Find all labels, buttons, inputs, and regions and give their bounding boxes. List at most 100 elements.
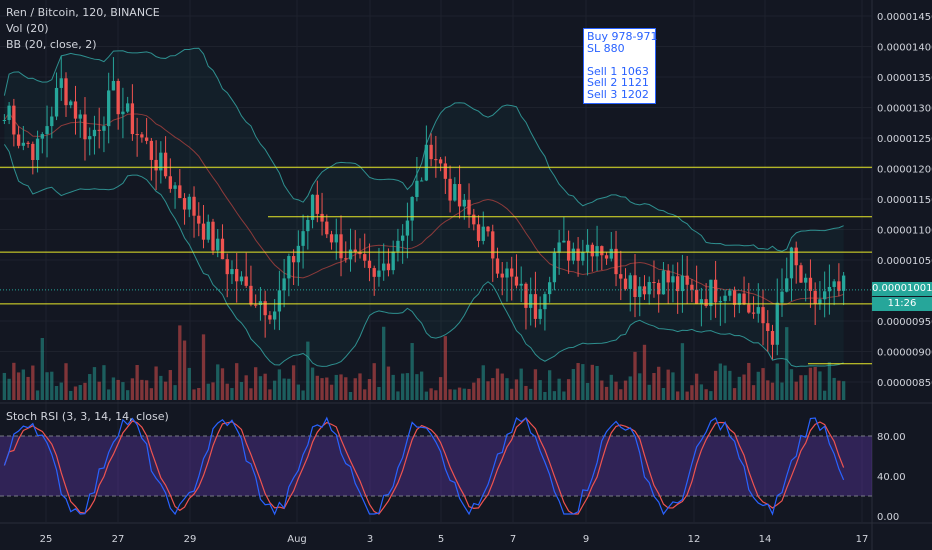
volume-bar	[377, 386, 381, 400]
horizontal-levels	[0, 166, 872, 365]
candle-body	[780, 291, 784, 303]
volume-bar	[751, 385, 756, 400]
volume-bar	[500, 373, 504, 400]
candle-body	[168, 176, 172, 189]
candle-body	[562, 240, 566, 243]
volume-bar	[552, 391, 557, 400]
volume-bar	[614, 381, 618, 400]
candle-body	[296, 245, 301, 263]
candle-body	[159, 152, 163, 171]
volume-bar	[83, 382, 87, 400]
volume-bar	[676, 391, 680, 400]
stoch-band	[0, 436, 872, 496]
candle-body	[775, 302, 779, 345]
volume-bar	[766, 380, 770, 400]
volume-bar	[249, 388, 253, 400]
candle-body	[723, 295, 727, 302]
candle-body	[619, 274, 623, 279]
volume-bar	[135, 364, 139, 400]
candle-body	[566, 240, 571, 261]
note-line: Buy 978-971	[587, 30, 658, 43]
candle-body	[813, 290, 817, 304]
volume-bar	[619, 389, 623, 400]
candle-body	[585, 244, 590, 253]
candle-body	[225, 259, 229, 275]
volume-bar	[405, 373, 410, 400]
bollinger-bands	[3, 47, 844, 368]
candle-body	[73, 101, 78, 119]
bollinger-basis	[3, 111, 844, 306]
candle-body	[633, 275, 637, 298]
candle-body	[7, 105, 11, 120]
volume-bar	[116, 379, 120, 400]
volume-bar	[823, 390, 827, 400]
volume-bar	[26, 376, 30, 400]
candle-body	[756, 307, 760, 314]
volume-bar	[277, 369, 282, 400]
bollinger-fill	[4, 48, 844, 367]
time-tick-label: 14	[759, 534, 772, 545]
volume-bar	[140, 379, 144, 400]
volume-bar	[211, 382, 215, 400]
volume-bar	[69, 390, 73, 400]
volume-bar	[728, 370, 732, 400]
volume-bar	[339, 374, 343, 400]
candle-body	[220, 238, 225, 260]
candle-body	[467, 199, 471, 215]
volume-bar	[187, 367, 191, 400]
candle-body	[282, 278, 286, 291]
volume-bar	[415, 374, 419, 400]
last-price-tag: 0.00001001	[872, 282, 932, 296]
volume-bar	[45, 372, 49, 400]
candle-body	[50, 116, 54, 127]
trade-plan-note[interactable]: Buy 978-971 SL 880 Sell 1 1063 Sell 2 11…	[583, 28, 658, 104]
volume-bar	[344, 377, 348, 400]
candle-body	[443, 163, 447, 179]
candle-body	[268, 315, 272, 320]
time-tick-label: 7	[510, 534, 516, 545]
candle-body	[310, 194, 315, 220]
candle-body	[230, 269, 234, 275]
volume-bar	[225, 383, 229, 400]
volume-bar	[353, 378, 357, 400]
price-tick-label: 0.00001100	[877, 226, 932, 237]
volume-bar	[168, 370, 172, 400]
volume-bar	[557, 378, 561, 400]
candle-body	[102, 126, 106, 131]
candle-body	[728, 290, 732, 296]
candle-body	[16, 134, 21, 146]
volume-bar	[159, 375, 163, 400]
candle-body	[405, 220, 410, 236]
volume-bar	[690, 385, 694, 400]
candle-body	[377, 270, 381, 277]
volume-legend: Vol (20)	[6, 22, 49, 35]
candle-body	[699, 299, 704, 304]
candle-body	[410, 196, 414, 221]
candle-body	[732, 290, 737, 305]
volume-bar	[12, 362, 16, 400]
volume-bar	[182, 340, 187, 400]
volume-bar	[78, 385, 82, 400]
volume-bar	[519, 368, 523, 400]
symbol-legend: Ren / Bitcoin, 120, BINANCE	[6, 6, 160, 19]
candle-body	[254, 304, 258, 306]
volume-bar	[510, 388, 514, 400]
volume-bar	[638, 373, 642, 400]
candle-body	[794, 247, 798, 266]
volume-bar	[401, 373, 405, 400]
candle-body	[187, 196, 191, 210]
candle-body	[661, 270, 666, 295]
candle-body	[581, 252, 585, 261]
stoch-tick-label: 80.00	[877, 432, 906, 443]
candle-body	[45, 126, 49, 135]
volume-bars	[2, 325, 846, 400]
volume-bar	[216, 364, 220, 400]
volume-bar	[680, 343, 685, 400]
volume-bar	[453, 389, 457, 400]
candle-body	[382, 263, 386, 271]
time-tick-label: 3	[367, 534, 373, 545]
candle-body	[524, 283, 528, 308]
volume-bar	[391, 374, 395, 400]
candle-body	[83, 114, 87, 140]
